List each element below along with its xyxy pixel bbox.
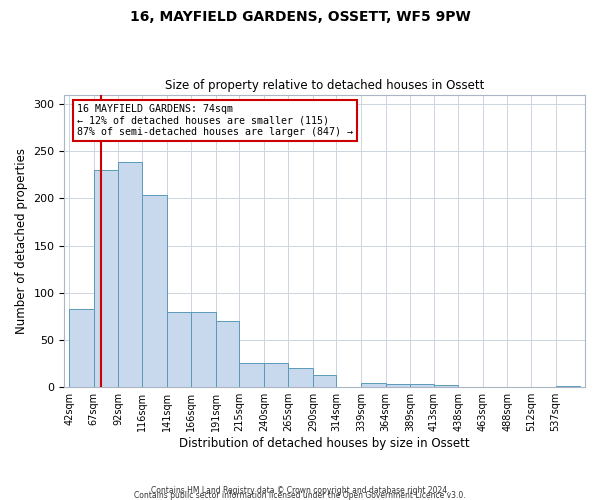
- Bar: [361, 384, 386, 387]
- Bar: [386, 384, 410, 387]
- Text: 16 MAYFIELD GARDENS: 74sqm
← 12% of detached houses are smaller (115)
87% of sem: 16 MAYFIELD GARDENS: 74sqm ← 12% of deta…: [77, 104, 353, 137]
- Bar: [313, 375, 337, 387]
- Y-axis label: Number of detached properties: Number of detached properties: [15, 148, 28, 334]
- Bar: [142, 194, 167, 387]
- X-axis label: Distribution of detached houses by size in Ossett: Distribution of detached houses by size …: [179, 437, 470, 450]
- Bar: [556, 386, 580, 387]
- Bar: [191, 312, 215, 387]
- Text: Contains public sector information licensed under the Open Government Licence v3: Contains public sector information licen…: [134, 491, 466, 500]
- Bar: [410, 384, 434, 387]
- Bar: [94, 170, 118, 387]
- Title: Size of property relative to detached houses in Ossett: Size of property relative to detached ho…: [165, 79, 484, 92]
- Text: 16, MAYFIELD GARDENS, OSSETT, WF5 9PW: 16, MAYFIELD GARDENS, OSSETT, WF5 9PW: [130, 10, 470, 24]
- Bar: [434, 386, 458, 387]
- Bar: [264, 362, 289, 387]
- Bar: [215, 321, 239, 387]
- Text: Contains HM Land Registry data © Crown copyright and database right 2024.: Contains HM Land Registry data © Crown c…: [151, 486, 449, 495]
- Bar: [70, 309, 94, 387]
- Bar: [239, 362, 264, 387]
- Bar: [118, 162, 142, 387]
- Bar: [289, 368, 313, 387]
- Bar: [167, 312, 191, 387]
